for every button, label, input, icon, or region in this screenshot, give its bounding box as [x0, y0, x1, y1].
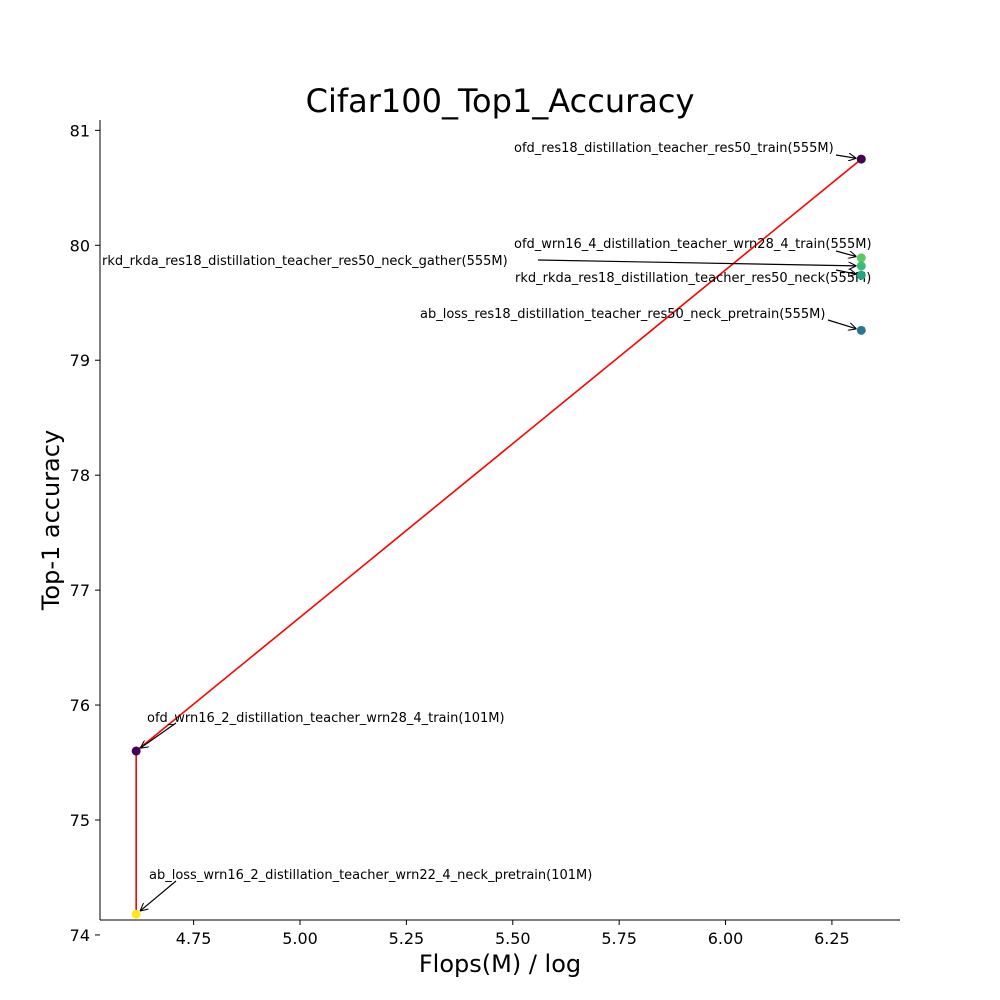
data-point	[856, 270, 866, 280]
y-tick-label: 77	[70, 581, 90, 600]
point-annotation: rkd_rkda_res18_distillation_teacher_res5…	[515, 271, 871, 286]
x-tick-label: 6.25	[814, 929, 850, 948]
y-tick-label: 81	[70, 121, 90, 140]
x-tick-label: 5.25	[389, 929, 425, 948]
x-ticks: 4.75 5.00 5.25 5.50 5.75 6.00 6.25	[176, 920, 850, 948]
y-tick-label: 80	[70, 236, 90, 255]
annotation-arrow	[835, 270, 856, 274]
data-point	[856, 154, 866, 164]
axes	[99, 120, 900, 921]
data-point	[131, 746, 141, 756]
annotation-arrow	[537, 259, 856, 266]
annotation-arrow	[835, 155, 856, 158]
annotation-arrow	[140, 880, 177, 911]
point-annotation: ab_loss_res18_distillation_teacher_res50…	[420, 307, 825, 322]
x-tick-label: 5.50	[495, 929, 531, 948]
data-point	[856, 253, 866, 263]
x-axis-label: Flops(M) / log	[419, 950, 581, 978]
y-tick-label: 79	[70, 351, 90, 370]
chart-title: Cifar100_Top1_Accuracy	[306, 82, 695, 120]
y-axis-label: Top-1 accuracy	[37, 430, 65, 611]
point-annotation: ofd_wrn16_4_distillation_teacher_wrn28_4…	[514, 237, 872, 252]
x-tick-label: 5.75	[601, 929, 637, 948]
point-annotation: ab_loss_wrn16_2_distillation_teacher_wrn…	[149, 868, 592, 883]
point-annotation: ofd_res18_distillation_teacher_res50_tra…	[514, 141, 834, 156]
annotation-arrow	[140, 722, 177, 748]
annotation-arrow	[827, 319, 857, 329]
point-annotation: rkd_rkda_res18_distillation_teacher_res5…	[102, 254, 508, 269]
point-annotation: ofd_wrn16_2_distillation_teacher_wrn28_4…	[147, 711, 505, 726]
x-tick-label: 4.75	[176, 929, 212, 948]
y-tick-label: 74	[70, 926, 90, 945]
data-points	[131, 154, 866, 919]
y-ticks: 74 75 76 77 78 79 80 81	[70, 121, 100, 945]
annotation-arrow	[835, 250, 856, 257]
x-tick-label: 6.00	[708, 929, 744, 948]
data-point	[131, 909, 141, 919]
data-point	[856, 261, 866, 271]
annotations: ofd_res18_distillation_teacher_res50_tra…	[102, 141, 872, 911]
x-tick-label: 5.00	[282, 929, 318, 948]
y-tick-label: 75	[70, 811, 90, 830]
data-point	[856, 325, 866, 335]
y-tick-label: 78	[70, 466, 90, 485]
y-tick-label: 76	[70, 696, 90, 715]
